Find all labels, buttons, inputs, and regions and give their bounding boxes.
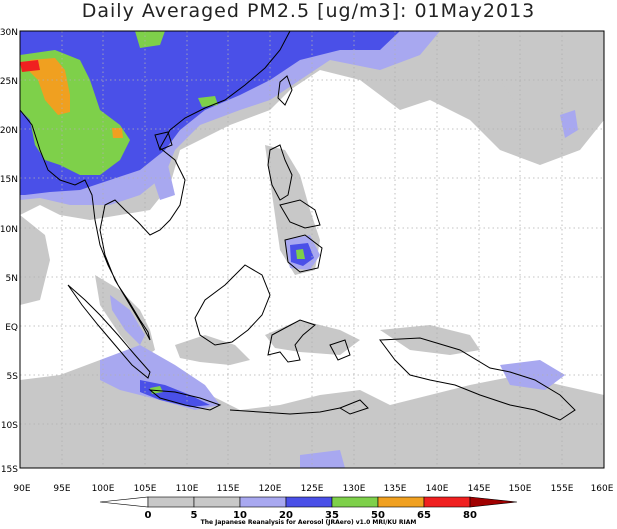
lon-label: 110E bbox=[176, 484, 199, 494]
coastlines bbox=[19, 30, 576, 421]
band-5-10-png bbox=[380, 325, 480, 355]
lat-label: 5S bbox=[7, 372, 19, 382]
lat-label: 5N bbox=[6, 274, 18, 284]
band-35-50-china bbox=[198, 96, 218, 107]
map-title: Daily Averaged PM2.5 [ug/m3]: 01May2013 bbox=[81, 0, 536, 22]
colorbar-label: 65 bbox=[417, 510, 431, 521]
lon-label: 120E bbox=[259, 484, 282, 494]
band-5-10-borneo bbox=[175, 335, 250, 365]
lon-label: 100E bbox=[92, 484, 115, 494]
lon-label: 140E bbox=[426, 484, 449, 494]
coast-java bbox=[148, 389, 222, 411]
lon-label: 145E bbox=[468, 484, 491, 494]
lon-label: 130E bbox=[343, 484, 366, 494]
band-10-20-java bbox=[100, 345, 220, 410]
band-35-50-north-patch bbox=[135, 31, 165, 48]
lon-label: 95E bbox=[53, 484, 70, 494]
colorbar-box-5 bbox=[331, 496, 379, 508]
lat-label: 15S bbox=[1, 465, 18, 475]
colorbar-right-arrow bbox=[469, 496, 518, 508]
colorbar-label: 35 bbox=[325, 510, 339, 521]
lat-label: 15N bbox=[0, 175, 18, 185]
lat-label: EQ bbox=[5, 323, 18, 333]
lon-labels: 90E 95E 100E 105E 110E 115E 120E 125E 13… bbox=[13, 484, 613, 494]
lat-label: 30N bbox=[0, 28, 18, 38]
band-5-10-sulawesi bbox=[265, 320, 360, 355]
colorbar-label: 80 bbox=[463, 510, 477, 521]
lon-label: 115E bbox=[217, 484, 240, 494]
coast-lesser-sunda bbox=[229, 407, 341, 415]
band-10-20-sumatra bbox=[110, 295, 145, 345]
band-35-50-mindanao bbox=[296, 249, 305, 259]
colorbar-box-1 bbox=[147, 496, 195, 508]
credit-text: The Japanese Reanalysis for Aerosol (JRA… bbox=[200, 519, 417, 526]
colorbar: 0 5 10 20 35 50 65 80 bbox=[99, 496, 518, 521]
colorbar-box-6 bbox=[377, 496, 425, 508]
lat-label: 10N bbox=[0, 225, 18, 235]
coast-sumatra bbox=[67, 284, 151, 379]
band-50-65-burma bbox=[30, 58, 70, 115]
lon-label: 90E bbox=[13, 484, 30, 494]
band-10-20-south-small bbox=[300, 450, 345, 468]
lon-label: 155E bbox=[551, 484, 574, 494]
colorbar-label: 10 bbox=[233, 510, 247, 521]
coast-moluccas bbox=[329, 339, 351, 361]
lat-label: 20N bbox=[0, 126, 18, 136]
band-10-20-vietnam bbox=[150, 165, 175, 200]
map-frame bbox=[19, 30, 605, 469]
band-10-20-southeast bbox=[500, 360, 565, 390]
coast-timor bbox=[338, 399, 369, 415]
colorbar-box-7 bbox=[423, 496, 471, 508]
colorbar-label: 50 bbox=[371, 510, 385, 521]
colorbar-box-3 bbox=[239, 496, 287, 508]
coast-mindanao bbox=[284, 234, 323, 273]
band-10-20-east-patch bbox=[560, 110, 578, 138]
lat-labels: 30N 25N 20N 15N 10N 5N EQ 5S 10S 15S bbox=[0, 28, 18, 475]
concentration-fill-layer bbox=[20, 31, 604, 468]
band-5-10-west bbox=[20, 215, 50, 305]
colorbar-label: 20 bbox=[279, 510, 293, 521]
coast-taiwan bbox=[277, 75, 293, 106]
lon-label: 160E bbox=[591, 484, 614, 494]
grid-lines bbox=[20, 31, 604, 468]
lon-label: 135E bbox=[384, 484, 407, 494]
coast-visayas bbox=[279, 199, 321, 229]
lon-label: 105E bbox=[134, 484, 157, 494]
coast-luzon bbox=[267, 144, 293, 201]
lon-label: 150E bbox=[509, 484, 532, 494]
coast-mainland bbox=[19, 30, 291, 341]
coast-hainan bbox=[154, 131, 173, 151]
coast-new-guinea bbox=[379, 337, 576, 421]
band-50-65-thai bbox=[112, 128, 123, 138]
lon-label: 125E bbox=[301, 484, 324, 494]
colorbar-box-2 bbox=[193, 496, 241, 508]
colorbar-label: 5 bbox=[191, 510, 198, 521]
colorbar-box-4 bbox=[285, 496, 333, 508]
colorbar-left-arrow bbox=[99, 496, 149, 508]
colorbar-label: 0 bbox=[145, 510, 152, 521]
coast-borneo bbox=[194, 264, 271, 346]
lat-label: 25N bbox=[0, 77, 18, 87]
coast-sulawesi bbox=[267, 319, 317, 363]
lat-label: 10S bbox=[1, 421, 18, 431]
band-65-80-burma bbox=[20, 60, 40, 72]
